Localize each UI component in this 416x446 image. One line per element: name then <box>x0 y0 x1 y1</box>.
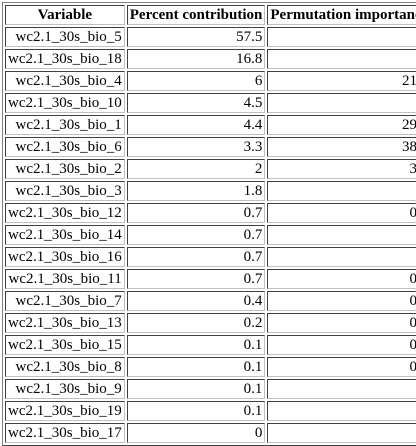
table-row: wc2.1_30s_bio_8 0.1 0.2 <box>5 357 416 377</box>
cell-variable: wc2.1_30s_bio_9 <box>5 379 125 399</box>
cell-percent-contribution: 0.7 <box>126 269 266 289</box>
cell-permutation-importance: 29.9 <box>267 115 416 135</box>
table-row: wc2.1_30s_bio_11 0.7 0.2 <box>5 269 416 289</box>
cell-percent-contribution: 0.7 <box>126 247 266 267</box>
cell-permutation-importance: 2 <box>267 93 416 113</box>
table-row: wc2.1_30s_bio_3 1.8 1 <box>5 181 416 201</box>
cell-permutation-importance: 3.8 <box>267 159 416 179</box>
table-row: wc2.1_30s_bio_6 3.3 38.7 <box>5 137 416 157</box>
cell-variable: wc2.1_30s_bio_6 <box>5 137 125 157</box>
cell-percent-contribution: 0.7 <box>126 225 266 245</box>
cell-variable: wc2.1_30s_bio_11 <box>5 269 125 289</box>
cell-percent-contribution: 0 <box>126 423 266 443</box>
cell-variable: wc2.1_30s_bio_10 <box>5 93 125 113</box>
cell-permutation-importance: 0 <box>267 379 416 399</box>
table-row: wc2.1_30s_bio_10 4.5 2 <box>5 93 416 113</box>
header-permutation-importance: Permutation importance <box>267 5 416 25</box>
cell-permutation-importance: 0 <box>267 225 416 245</box>
cell-percent-contribution: 0.1 <box>126 401 266 421</box>
cell-percent-contribution: 0.1 <box>126 379 266 399</box>
cell-percent-contribution: 0.2 <box>126 313 266 333</box>
cell-percent-contribution: 0.4 <box>126 291 266 311</box>
table-row: wc2.1_30s_bio_12 0.7 0.4 <box>5 203 416 223</box>
cell-permutation-importance: 0 <box>267 423 416 443</box>
cell-variable: wc2.1_30s_bio_17 <box>5 423 125 443</box>
cell-percent-contribution: 4.5 <box>126 93 266 113</box>
cell-permutation-importance: 0.8 <box>267 313 416 333</box>
cell-permutation-importance: 0.4 <box>267 203 416 223</box>
header-percent-contribution: Percent contribution <box>126 5 266 25</box>
table-row: wc2.1_30s_bio_5 57.5 0 <box>5 27 416 47</box>
cell-percent-contribution: 0.1 <box>126 357 266 377</box>
table-row: wc2.1_30s_bio_16 0.7 0 <box>5 247 416 267</box>
table-row: wc2.1_30s_bio_7 0.4 0.9 <box>5 291 416 311</box>
cell-percent-contribution: 57.5 <box>126 27 266 47</box>
table-body: wc2.1_30s_bio_5 57.5 0 wc2.1_30s_bio_18 … <box>5 27 416 443</box>
table-row: wc2.1_30s_bio_9 0.1 0 <box>5 379 416 399</box>
cell-variable: wc2.1_30s_bio_2 <box>5 159 125 179</box>
table-row: wc2.1_30s_bio_17 0 0 <box>5 423 416 443</box>
cell-percent-contribution: 0.7 <box>126 203 266 223</box>
cell-variable: wc2.1_30s_bio_18 <box>5 49 125 69</box>
cell-permutation-importance: 21.5 <box>267 71 416 91</box>
cell-percent-contribution: 4.4 <box>126 115 266 135</box>
cell-variable: wc2.1_30s_bio_5 <box>5 27 125 47</box>
cell-variable: wc2.1_30s_bio_13 <box>5 313 125 333</box>
cell-permutation-importance: 0 <box>267 401 416 421</box>
cell-percent-contribution: 3.3 <box>126 137 266 157</box>
cell-variable: wc2.1_30s_bio_4 <box>5 71 125 91</box>
cell-permutation-importance: 0.2 <box>267 357 416 377</box>
cell-variable: wc2.1_30s_bio_1 <box>5 115 125 135</box>
cell-permutation-importance: 38.7 <box>267 137 416 157</box>
cell-variable: wc2.1_30s_bio_8 <box>5 357 125 377</box>
table-row: wc2.1_30s_bio_15 0.1 0.7 <box>5 335 416 355</box>
cell-permutation-importance: 0.2 <box>267 269 416 289</box>
cell-percent-contribution: 0.1 <box>126 335 266 355</box>
header-variable: Variable <box>5 5 125 25</box>
cell-permutation-importance: 0 <box>267 27 416 47</box>
cell-percent-contribution: 1.8 <box>126 181 266 201</box>
cell-variable: wc2.1_30s_bio_12 <box>5 203 125 223</box>
table-header-row: Variable Percent contribution Permutatio… <box>5 5 416 25</box>
table-row: wc2.1_30s_bio_2 2 3.8 <box>5 159 416 179</box>
table-row: wc2.1_30s_bio_1 4.4 29.9 <box>5 115 416 135</box>
table-row: wc2.1_30s_bio_14 0.7 0 <box>5 225 416 245</box>
cell-variable: wc2.1_30s_bio_3 <box>5 181 125 201</box>
table-row: wc2.1_30s_bio_19 0.1 0 <box>5 401 416 421</box>
table-row: wc2.1_30s_bio_13 0.2 0.8 <box>5 313 416 333</box>
table-row: wc2.1_30s_bio_4 6 21.5 <box>5 71 416 91</box>
cell-permutation-importance: 1 <box>267 181 416 201</box>
cell-variable: wc2.1_30s_bio_19 <box>5 401 125 421</box>
cell-percent-contribution: 16.8 <box>126 49 266 69</box>
cell-permutation-importance: 0.7 <box>267 335 416 355</box>
cell-variable: wc2.1_30s_bio_16 <box>5 247 125 267</box>
cell-permutation-importance: 0 <box>267 49 416 69</box>
cell-variable: wc2.1_30s_bio_14 <box>5 225 125 245</box>
cell-variable: wc2.1_30s_bio_15 <box>5 335 125 355</box>
cell-permutation-importance: 0.9 <box>267 291 416 311</box>
cell-percent-contribution: 6 <box>126 71 266 91</box>
cell-variable: wc2.1_30s_bio_7 <box>5 291 125 311</box>
cell-percent-contribution: 2 <box>126 159 266 179</box>
cell-permutation-importance: 0 <box>267 247 416 267</box>
table-row: wc2.1_30s_bio_18 16.8 0 <box>5 49 416 69</box>
